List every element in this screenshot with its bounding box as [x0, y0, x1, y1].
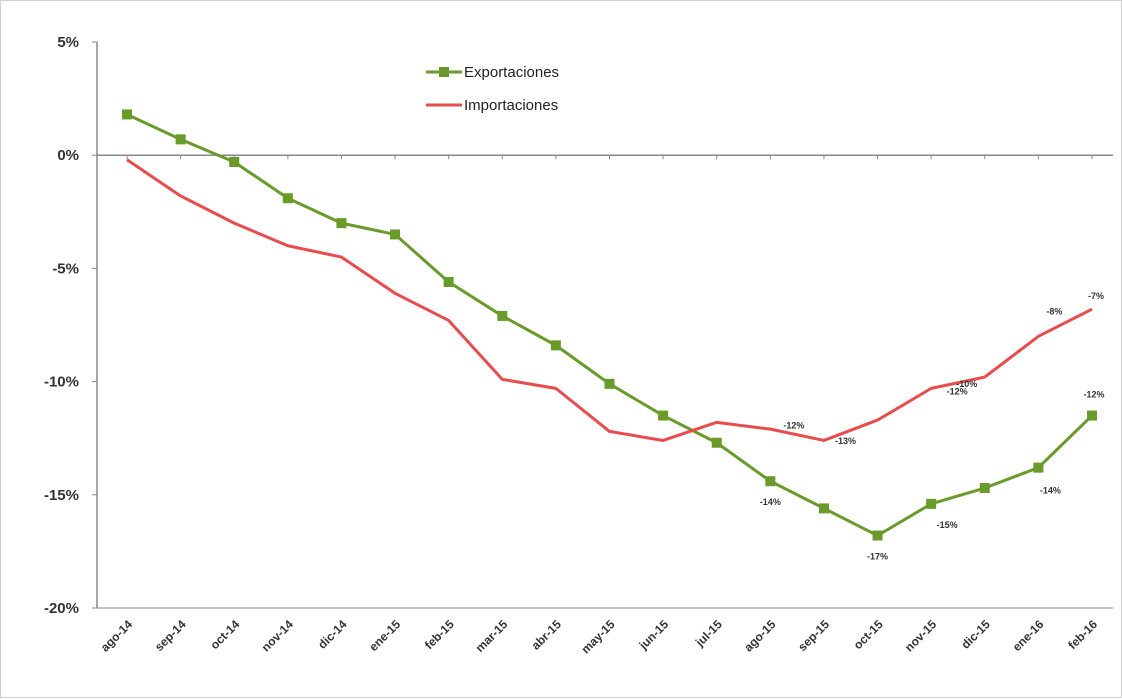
data-point-exportaciones: [765, 476, 776, 487]
data-point-exportaciones: [175, 134, 186, 145]
legend-marker-exportaciones: [439, 67, 449, 77]
data-point-exportaciones: [1087, 410, 1097, 421]
x-tick-label: sep-14: [152, 617, 189, 654]
legend-label-exportaciones: Exportaciones: [464, 64, 559, 81]
x-tick-label: abr-15: [529, 617, 565, 653]
y-tick-labels: 5% 0% -5% -10% -15% -20%: [44, 34, 79, 617]
axes: [92, 41, 1113, 609]
data-point-exportaciones: [979, 483, 990, 494]
x-tick-label: oct-15: [851, 617, 886, 652]
data-point-exportaciones: [122, 109, 132, 120]
data-point-exportaciones: [711, 437, 722, 448]
data-label-exportaciones: -17%: [867, 552, 888, 562]
data-label-exportaciones: -12%: [1083, 390, 1104, 400]
x-tick-label: nov-14: [259, 617, 296, 654]
legend-label-importaciones: Importaciones: [464, 97, 558, 114]
data-label-exportaciones: -14%: [760, 497, 781, 507]
legend: Exportaciones Importaciones: [426, 64, 559, 114]
data-label-importaciones: -7%: [1088, 291, 1104, 301]
x-tick-label: ago-15: [741, 617, 778, 654]
data-label-exportaciones: -14%: [1040, 486, 1061, 496]
x-tick-label: jul-15: [692, 617, 725, 650]
data-point-exportaciones: [550, 340, 561, 351]
x-tick-label: ene-15: [366, 617, 403, 654]
y-tick-label: 0%: [57, 147, 79, 164]
data-point-exportaciones: [926, 498, 937, 509]
data-point-exportaciones: [818, 503, 829, 514]
data-label-importaciones: -12%: [783, 420, 804, 430]
x-tick-label: ene-16: [1010, 617, 1047, 654]
x-tick-label: feb-15: [422, 617, 457, 652]
data-point-exportaciones: [497, 310, 508, 321]
series-group: [122, 109, 1097, 541]
x-tick-label: jun-15: [636, 617, 672, 653]
x-tick-label: dic-15: [958, 617, 993, 652]
y-tick-label: -20%: [44, 600, 79, 617]
y-tick-label: -15%: [44, 487, 79, 504]
data-point-exportaciones: [336, 218, 347, 229]
x-tick-label: may-15: [578, 617, 617, 656]
data-point-exportaciones: [604, 378, 615, 389]
data-label-importaciones: -12%: [947, 386, 968, 396]
data-label-importaciones: -8%: [1046, 306, 1062, 316]
x-tick-label: nov-15: [902, 617, 939, 654]
data-point-exportaciones: [443, 276, 454, 287]
series-line-exportaciones: [126, 113, 1094, 538]
data-point-exportaciones: [229, 156, 240, 167]
x-tick-label: ago-14: [98, 617, 135, 654]
y-tick-label: 5%: [57, 34, 79, 51]
y-tick-label: -10%: [44, 374, 79, 391]
data-label-exportaciones: -15%: [937, 520, 958, 530]
data-label-importaciones: -13%: [835, 436, 856, 446]
data-point-exportaciones: [872, 530, 883, 541]
y-tick-label: -5%: [52, 260, 79, 277]
x-tick-label: oct-14: [207, 617, 242, 652]
data-point-exportaciones: [1033, 462, 1044, 473]
x-tick-labels: ago-14 sep-14 oct-14 nov-14 dic-14 ene-15 feb-…: [98, 617, 1100, 656]
x-tick-label: dic-14: [315, 617, 350, 652]
data-point-exportaciones: [390, 229, 401, 240]
data-point-exportaciones: [282, 193, 293, 204]
x-tick-label: sep-15: [795, 617, 832, 654]
data-label-importaciones: -10%: [956, 379, 977, 389]
x-tick-label: feb-16: [1065, 617, 1100, 652]
data-labels: -14%-17%-15%-14%-12%-12%-13%-12%-10%-8%-…: [760, 291, 1105, 561]
x-tick-label: mar-15: [473, 617, 511, 655]
series-line-importaciones: [126, 158, 1093, 442]
data-point-exportaciones: [658, 410, 669, 421]
